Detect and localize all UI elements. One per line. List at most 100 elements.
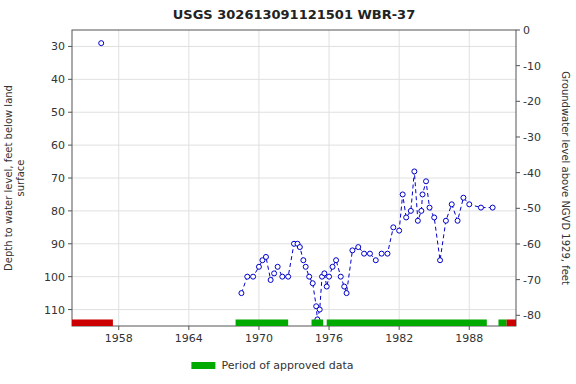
y2-tick-label: -40 [523, 167, 541, 180]
y2-tick [516, 315, 520, 316]
data-point [467, 202, 472, 207]
data-period [507, 319, 516, 326]
y-tick-label: 30 [51, 40, 65, 53]
data-point [268, 277, 273, 282]
data-point [391, 225, 396, 230]
x-tick [469, 326, 470, 330]
y2-tick [516, 279, 520, 280]
y-axis-title-line: Depth to water level, feet below land [3, 85, 14, 271]
y-tick-label: 40 [51, 73, 65, 86]
y-tick [68, 210, 72, 211]
data-point [415, 218, 420, 223]
data-period [236, 319, 289, 326]
data-point [432, 215, 437, 220]
y2-tick-label: -50 [523, 202, 541, 215]
y-tick [68, 79, 72, 80]
y2-tick-label: -20 [523, 95, 541, 108]
x-tick-label: 1958 [105, 332, 133, 345]
legend: Period of approved data [191, 359, 353, 372]
data-point [324, 284, 329, 289]
y-tick [68, 46, 72, 47]
data-point [449, 202, 454, 207]
grid-line-y [72, 46, 516, 47]
y2-tick-label: -30 [523, 131, 541, 144]
data-point [327, 274, 332, 279]
data-point [356, 245, 361, 250]
y2-tick [516, 136, 520, 137]
data-line [241, 171, 492, 319]
y-tick-label: 80 [51, 205, 65, 218]
data-point [397, 228, 402, 233]
x-tick-label: 1976 [315, 332, 343, 345]
x-tick [188, 326, 189, 330]
legend-swatch [191, 362, 215, 369]
y2-tick [516, 101, 520, 102]
x-tick [258, 326, 259, 330]
data-point [478, 205, 483, 210]
data-point [307, 274, 312, 279]
grid-line-y [72, 145, 516, 146]
title: USGS 302613091121501 WBR-37 [173, 7, 415, 22]
y-tick-label: 70 [51, 172, 65, 185]
y2-tick [516, 65, 520, 66]
y2-tick-label: -70 [523, 274, 541, 287]
data-point [256, 264, 261, 269]
grid [72, 30, 516, 326]
y2-tick-label: -80 [523, 309, 541, 322]
data-point [322, 271, 327, 276]
data-period [498, 319, 506, 326]
data-point [362, 251, 367, 256]
chart: 1958196419701976198219883040506070809010… [0, 0, 576, 384]
grid-line-y [72, 178, 516, 179]
y-axis-title: Depth to water level, feet below landsur… [3, 85, 26, 271]
data-point [443, 218, 448, 223]
data-point [367, 251, 372, 256]
y-tick [68, 178, 72, 179]
data-point [330, 264, 335, 269]
data-period [72, 319, 113, 326]
y2-tick-label: -10 [523, 60, 541, 73]
data-period [312, 319, 324, 326]
y-tick-label: 110 [44, 304, 65, 317]
x-tick [118, 326, 119, 330]
axes: 1958196419701976198219883040506070809010… [44, 24, 541, 345]
data-point [342, 284, 347, 289]
x-tick-label: 1964 [175, 332, 203, 345]
grid-line-y [72, 309, 516, 310]
data-point [263, 254, 268, 259]
y2-tick-label: -60 [523, 238, 541, 251]
y-tick [68, 243, 72, 244]
data-point [280, 274, 285, 279]
y-tick [68, 145, 72, 146]
data-point [455, 218, 460, 223]
x-tick-label: 1970 [245, 332, 273, 345]
data-point [317, 307, 322, 312]
data-point [251, 274, 256, 279]
y-tick-label: 100 [44, 271, 65, 284]
data-point [99, 41, 104, 46]
data-point [408, 208, 413, 213]
data-point [297, 245, 302, 250]
data-point [424, 179, 429, 184]
data-point [344, 291, 349, 296]
y2-axis-title: Groundwater level above NGVD 1929, feet [560, 71, 571, 285]
y2-tick [516, 208, 520, 209]
data-point [385, 251, 390, 256]
data-point [404, 215, 409, 220]
data-point [245, 274, 250, 279]
data-point [419, 208, 424, 213]
data-point [438, 258, 443, 263]
data-point [275, 264, 280, 269]
data-point [286, 274, 291, 279]
data-point [400, 192, 405, 197]
data-point [338, 274, 343, 279]
y2-tick [516, 243, 520, 244]
data-point [303, 264, 308, 269]
y-tick [68, 309, 72, 310]
y-axis-title-line: surface [15, 160, 26, 197]
data-point [373, 258, 378, 263]
data-point [420, 192, 425, 197]
data-period [327, 319, 487, 326]
data-point [272, 271, 277, 276]
y-tick-label: 60 [51, 139, 65, 152]
